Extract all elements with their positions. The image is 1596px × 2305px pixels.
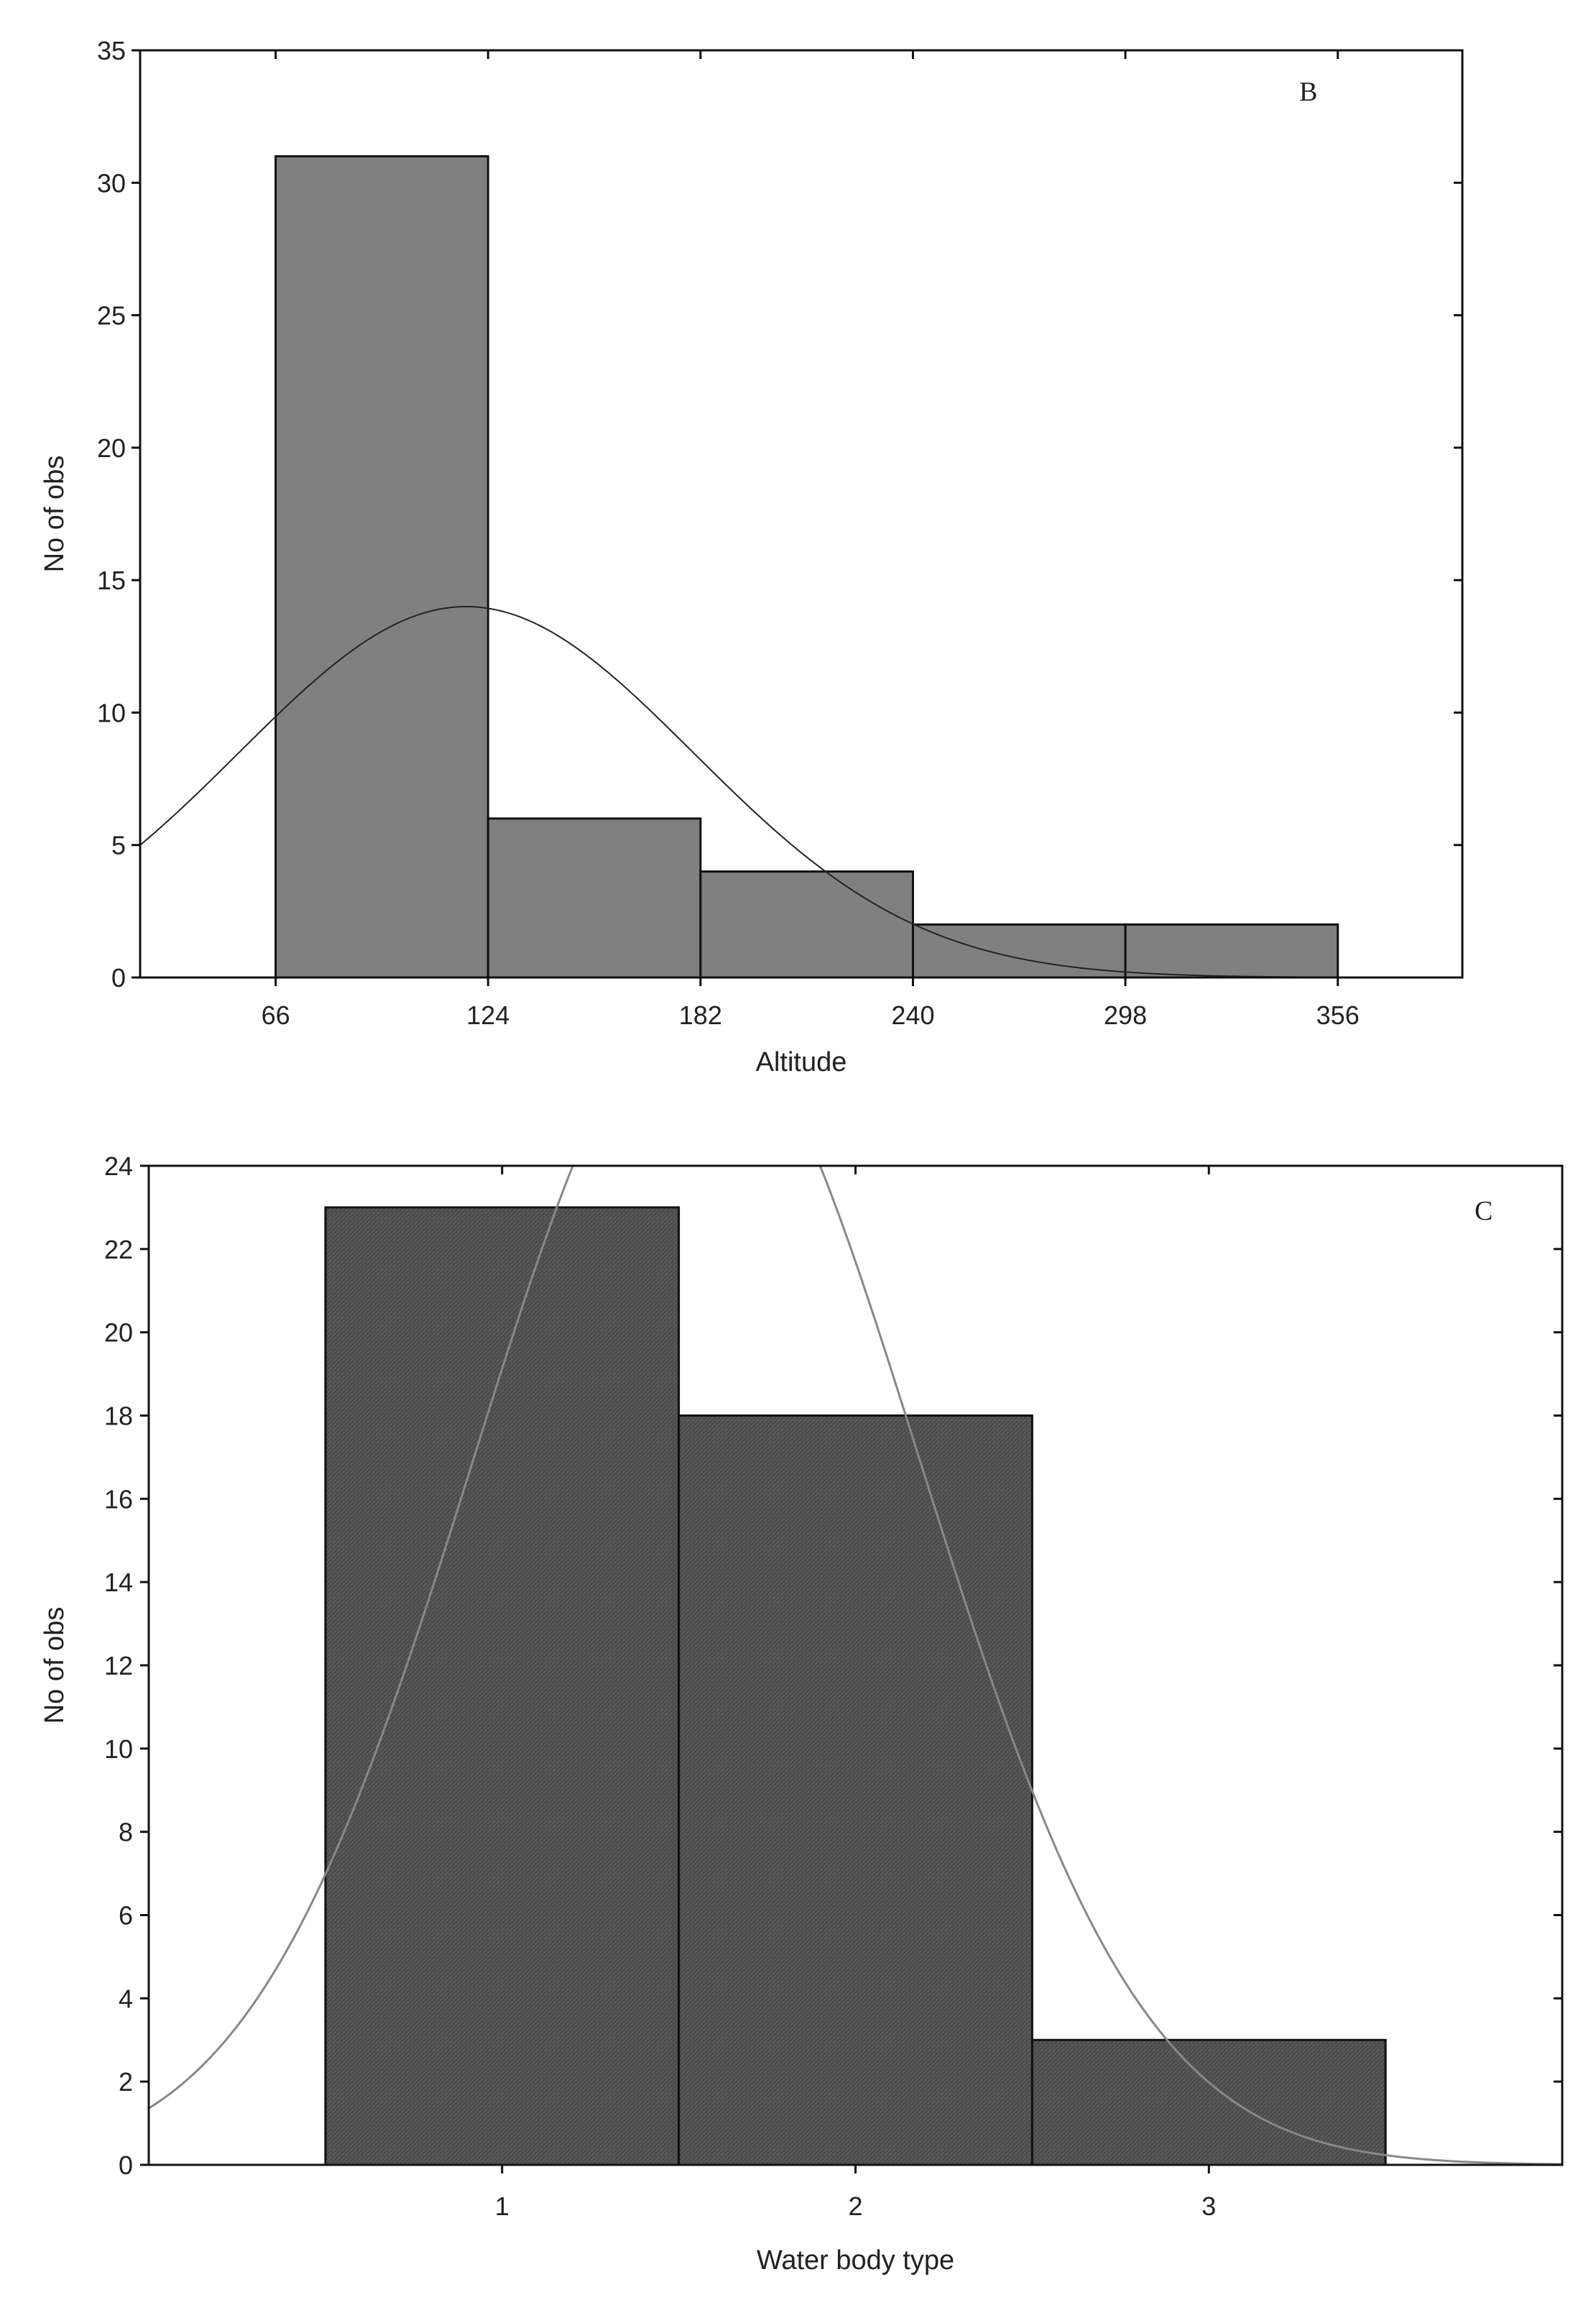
bar-0 — [275, 155, 489, 979]
normal-fit-curve — [149, 1166, 1562, 2165]
x-tick-label-4: 298 — [1104, 1000, 1147, 1030]
y-tick-label-4: 20 — [97, 433, 126, 463]
x-tick-label-0: 66 — [262, 1000, 290, 1030]
bar-0 — [324, 1206, 681, 2166]
y-tick-label-0: 0 — [111, 963, 126, 993]
y-axis-label: No of obs — [40, 456, 70, 573]
plot-frame — [139, 49, 1464, 979]
x-axis: 1 2 3 — [495, 1166, 1216, 2221]
normal-fit-curve — [140, 606, 1462, 977]
x-tick-label-2: 3 — [1201, 2191, 1216, 2221]
altitude-histogram: 0 5 10 15 20 25 30 35 66 124 182 240 298 356 Altitude N… — [40, 36, 1464, 1077]
y-tick-label-2: 10 — [97, 698, 126, 727]
panel-label: B — [1299, 77, 1317, 107]
y-axis-label: No of obs — [40, 1607, 70, 1724]
x-axis-label: Water body type — [757, 2245, 954, 2276]
y-tick-label-8: 16 — [104, 1484, 133, 1514]
y-tick-label-2: 4 — [119, 1984, 133, 2013]
y-tick-label-10: 20 — [104, 1318, 133, 1348]
y-tick-label-0: 0 — [119, 2150, 133, 2180]
y-tick-label-11: 22 — [104, 1235, 133, 1264]
y-tick-label-5: 25 — [97, 301, 126, 331]
bar-4 — [1124, 923, 1339, 979]
bar-1 — [486, 817, 702, 979]
panel-label: C — [1475, 1196, 1493, 1226]
x-tick-label-5: 356 — [1316, 1000, 1360, 1030]
x-tick-label-0: 1 — [495, 2191, 509, 2221]
y-tick-label-12: 24 — [104, 1151, 133, 1181]
y-tick-label-3: 6 — [119, 1901, 133, 1931]
y-tick-label-4: 8 — [119, 1818, 133, 1847]
x-tick-label-3: 240 — [891, 1000, 934, 1030]
bar-1 — [678, 1414, 1033, 2166]
y-tick-label-7: 14 — [104, 1568, 133, 1597]
y-tick-label-3: 15 — [97, 566, 126, 595]
x-tick-label-2: 182 — [679, 1000, 722, 1030]
bar-3 — [911, 923, 1127, 979]
x-axis-label: Altitude — [756, 1047, 847, 1077]
bars — [324, 1206, 1387, 2166]
bars — [275, 155, 1339, 979]
y-tick-label-9: 18 — [104, 1402, 133, 1431]
y-tick-label-1: 2 — [119, 2067, 133, 2097]
x-axis: 66 124 182 240 298 356 — [262, 50, 1360, 1030]
y-tick-label-5: 10 — [104, 1734, 133, 1764]
y-axis: 0 5 10 15 20 25 30 35 — [97, 36, 1462, 993]
y-tick-label-1: 5 — [111, 831, 126, 860]
x-tick-label-1: 2 — [848, 2191, 862, 2221]
y-tick-label-7: 35 — [97, 36, 126, 65]
x-tick-label-1: 124 — [466, 1000, 509, 1030]
bar-2 — [699, 870, 914, 979]
y-tick-label-6: 12 — [104, 1651, 133, 1680]
y-tick-label-6: 30 — [97, 168, 126, 198]
